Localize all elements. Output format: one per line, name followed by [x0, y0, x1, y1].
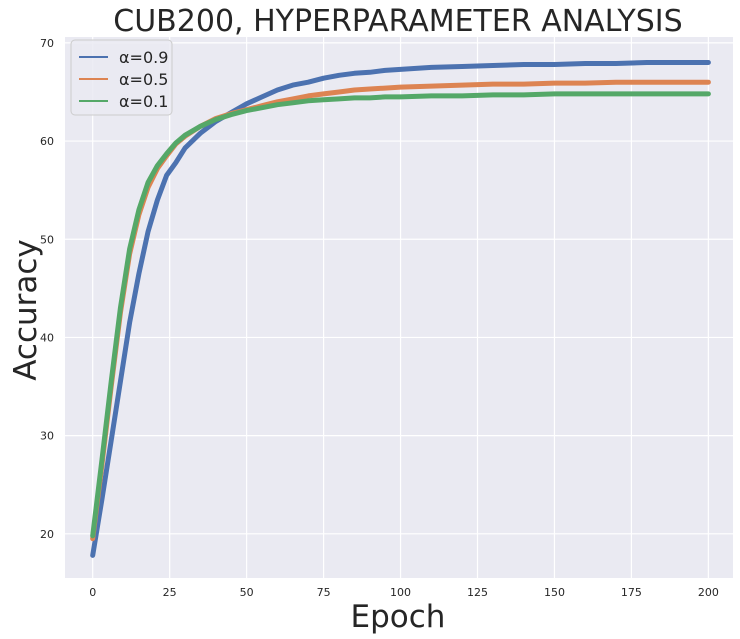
legend-label-2: α=0.5: [119, 70, 168, 89]
grid-lines: [65, 37, 733, 578]
y-tick-label: 40: [40, 331, 54, 344]
plot-area: [65, 37, 733, 578]
chart-title: CUB200, HYPERPARAMETER ANALYSIS: [113, 4, 682, 39]
legend-label-3: α=0.1: [119, 92, 168, 111]
y-tick-labels: 20 30 40 50 60 70: [40, 37, 54, 541]
legend-label-1: α=0.9: [119, 48, 168, 67]
series-layer: [90, 60, 711, 558]
x-tick-label: 0: [89, 586, 96, 599]
y-tick-label: 30: [40, 430, 54, 443]
y-tick-label: 20: [40, 528, 54, 541]
y-axis-label: Accuracy: [8, 239, 44, 381]
x-tick-label: 50: [240, 586, 254, 599]
x-axis-label: Epoch: [351, 599, 446, 635]
series-line-1: [90, 60, 711, 558]
legend-box: [70, 39, 173, 116]
x-tick-label: 125: [467, 586, 488, 599]
x-tick-label: 175: [621, 586, 642, 599]
legend: α=0.9 α=0.5 α=0.1: [70, 39, 173, 116]
y-tick-label: 50: [40, 233, 54, 246]
y-tick-label: 70: [40, 37, 54, 50]
x-tick-label: 200: [698, 586, 719, 599]
series-line-3: [90, 91, 711, 539]
x-tick-labels: 0 25 50 75 100 125 150 175 200: [89, 586, 719, 599]
x-tick-label: 150: [544, 586, 565, 599]
x-tick-label: 25: [163, 586, 177, 599]
x-tick-label: 100: [390, 586, 411, 599]
x-tick-label: 75: [317, 586, 331, 599]
y-tick-label: 60: [40, 135, 54, 148]
